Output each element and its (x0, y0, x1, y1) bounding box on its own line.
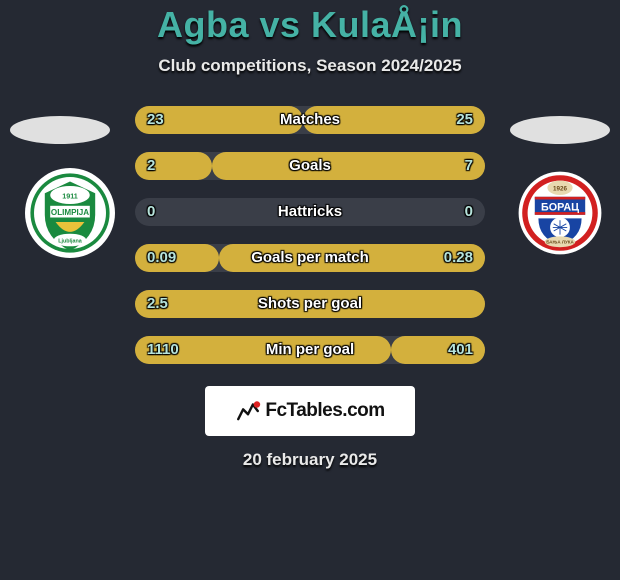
comparison-card: Agba vs KulaÅ¡in Club competitions, Seas… (0, 0, 620, 580)
olimpija-badge-icon: 1911 OLIMPIJA Ljubljana (25, 168, 115, 258)
stat-label: Hattricks (135, 198, 485, 226)
stats-bars: 2325Matches 27Goals 00Hattricks 0.090.28Goa… (135, 106, 485, 364)
borac-badge-icon: 1926 БОРАЦ БАЊА ЛУКА (515, 168, 605, 258)
svg-text:Ljubljana: Ljubljana (58, 239, 83, 245)
stat-row: 00Hattricks (135, 198, 485, 226)
stat-label: Goals (135, 152, 485, 180)
right-team-badge: 1926 БОРАЦ БАЊА ЛУКА (515, 168, 605, 258)
stat-label: Shots per goal (135, 290, 485, 318)
stat-label: Goals per match (135, 244, 485, 272)
left-player-placeholder (10, 116, 110, 144)
stat-row: 0.090.28Goals per match (135, 244, 485, 272)
subtitle: Club competitions, Season 2024/2025 (0, 56, 620, 76)
svg-text:OLIMPIJA: OLIMPIJA (51, 208, 89, 217)
footer-logo: FcTables.com (205, 386, 415, 436)
date-text: 20 february 2025 (0, 450, 620, 470)
right-player-placeholder (510, 116, 610, 144)
stat-row: 1110401Min per goal (135, 336, 485, 364)
footer-text: FcTables.com (265, 400, 384, 422)
svg-text:БОРАЦ: БОРАЦ (541, 201, 579, 213)
stat-row: 27Goals (135, 152, 485, 180)
stat-label: Matches (135, 106, 485, 134)
content-area: 1911 OLIMPIJA Ljubljana 1926 БОРАЦ (0, 106, 620, 364)
svg-text:БАЊА ЛУКА: БАЊА ЛУКА (546, 240, 574, 245)
page-title: Agba vs KulaÅ¡in (0, 4, 620, 46)
stat-row: 2.5Shots per goal (135, 290, 485, 318)
svg-text:1911: 1911 (62, 192, 78, 201)
stat-row: 2325Matches (135, 106, 485, 134)
svg-text:1926: 1926 (553, 186, 568, 193)
left-team-badge: 1911 OLIMPIJA Ljubljana (25, 168, 115, 258)
fctables-icon (235, 398, 261, 424)
stat-label: Min per goal (135, 336, 485, 364)
